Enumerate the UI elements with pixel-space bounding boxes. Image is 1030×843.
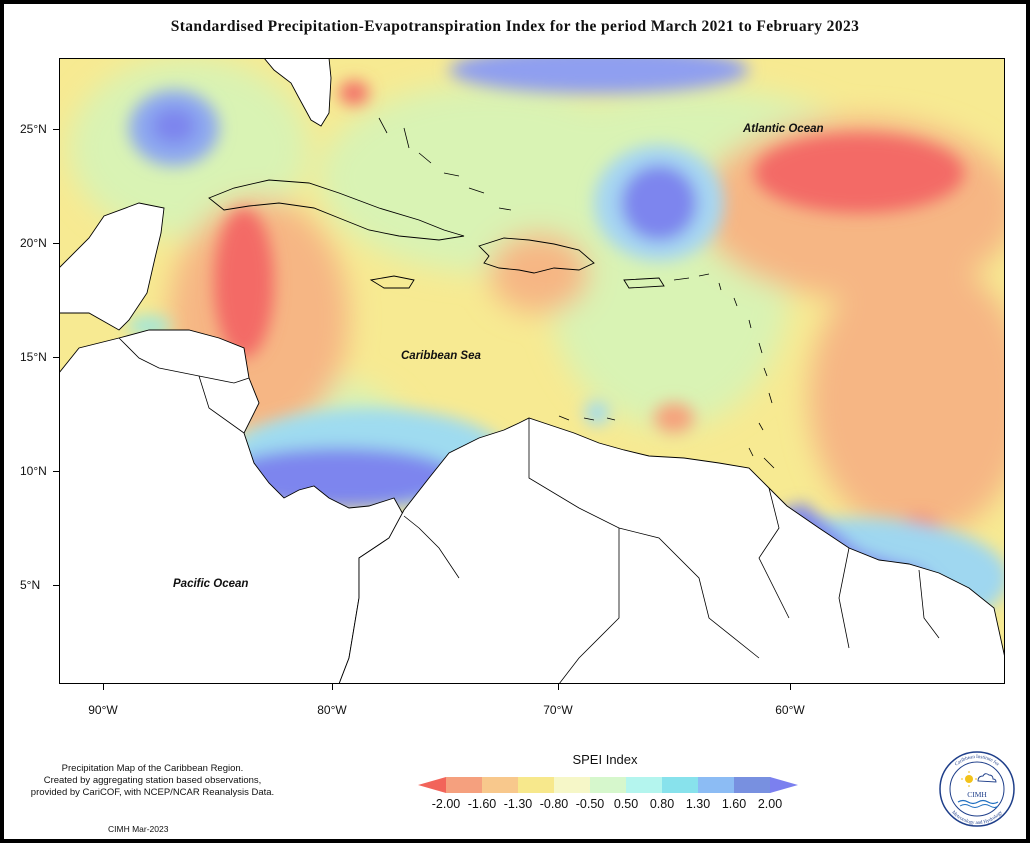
lon-tick-90: 90°W	[88, 703, 118, 717]
field-cyan-aruba	[585, 401, 609, 425]
field-blue-top	[449, 58, 749, 94]
footnote-line: provided by CariCOF, with NCEP/NCAR Rean…	[30, 787, 275, 798]
border-ca-2	[198, 375, 245, 434]
legend-swatch	[590, 777, 627, 793]
label-caribbean-sea: Caribbean Sea	[401, 350, 481, 362]
legend-title: SPEI Index	[572, 752, 638, 767]
lat-tickmark	[53, 129, 59, 130]
label-pacific-ocean: Pacific Ocean	[173, 578, 249, 590]
field-orange-hisp	[489, 233, 589, 313]
lon-tickmark	[558, 684, 559, 690]
footnote-line: Precipitation Map of the Caribbean Regio…	[61, 763, 244, 774]
lat-tick-25: 25°N	[20, 122, 47, 136]
lat-tickmark	[53, 357, 59, 358]
legend-label: 2.00	[757, 797, 783, 811]
waves-icon	[957, 799, 999, 805]
legend-swatch	[518, 777, 555, 793]
legend-swatch	[662, 777, 699, 793]
legend-label: -2.00	[431, 797, 461, 811]
lat-tick-10: 10°N	[20, 464, 47, 478]
islands-abc	[558, 415, 616, 421]
legend-swatch	[734, 777, 771, 793]
legend-colorbar	[418, 775, 798, 800]
lat-tick-15: 15°N	[20, 350, 47, 364]
legend-label: 0.50	[613, 797, 639, 811]
lon-tickmark	[332, 684, 333, 690]
credit: CIMH Mar-2023	[108, 824, 169, 834]
border-fg	[918, 569, 940, 639]
lat-tickmark	[53, 471, 59, 472]
border-sa-2	[558, 528, 620, 684]
field-orange-spot	[654, 403, 694, 433]
cloud-icon	[977, 773, 997, 783]
logo-text: CIMH	[967, 790, 987, 799]
cimh-logo: CIMH Caribbean Institute for Meteorology…	[938, 750, 1016, 828]
islands-lesser-antilles	[718, 282, 775, 469]
legend-swatch	[482, 777, 519, 793]
legend-swatch	[626, 777, 663, 793]
land-jamaica	[369, 275, 415, 289]
border-guy	[758, 487, 790, 619]
field-blue-gulf-core	[152, 108, 196, 144]
field-red-florida	[339, 81, 369, 105]
lat-tick-5: 5°N	[20, 578, 41, 592]
lon-tick-70: 70°W	[543, 703, 573, 717]
lon-tickmark	[790, 684, 791, 690]
sun-icon	[965, 775, 973, 783]
islands-vi	[673, 273, 710, 281]
spei-map	[59, 58, 1005, 684]
field-orange-east	[809, 258, 1005, 538]
field-blue-mid	[621, 165, 697, 241]
legend-swatch	[446, 777, 483, 793]
lat-tickmark	[53, 585, 59, 586]
legend-swatch	[698, 777, 735, 793]
legend-label: -1.60	[467, 797, 497, 811]
legend-swatch-min	[418, 777, 446, 793]
lon-tick-60: 60°W	[775, 703, 805, 717]
label-atlantic-ocean: Atlantic Ocean	[743, 123, 824, 135]
legend-swatch-max	[770, 777, 798, 793]
land-puerto-rico	[623, 277, 665, 289]
border-col-pan	[403, 515, 460, 579]
land-cuba	[208, 179, 465, 241]
legend-swatch	[554, 777, 591, 793]
legend-label: 1.60	[721, 797, 747, 811]
legend-label: -1.30	[503, 797, 533, 811]
map-title: Standardised Precipitation-Evapotranspir…	[170, 18, 860, 35]
legend-label: -0.50	[575, 797, 605, 811]
border-ca-1	[118, 337, 250, 384]
footnote: Precipitation Map of the Caribbean Regio…	[10, 763, 295, 799]
land-mexico	[59, 202, 165, 331]
border-sa-1	[528, 418, 760, 659]
islands-bahamas	[378, 117, 512, 211]
legend-labels: -2.00 -1.60 -1.30 -0.80 -0.50 0.50 0.80 1.30 1.6…	[418, 797, 798, 813]
lon-tick-80: 80°W	[317, 703, 347, 717]
border-sur	[838, 547, 850, 649]
lat-tick-20: 20°N	[20, 236, 47, 250]
lat-tickmark	[53, 243, 59, 244]
lon-tickmark	[103, 684, 104, 690]
legend-label: 1.30	[685, 797, 711, 811]
legend-label: 0.80	[649, 797, 675, 811]
field-red-atl	[754, 133, 964, 213]
land-hispaniola	[478, 237, 595, 274]
land-florida	[263, 58, 332, 127]
footnote-line: Created by aggregating station based obs…	[43, 775, 262, 786]
field-red-yucatan	[214, 208, 274, 358]
legend-label: -0.80	[539, 797, 569, 811]
